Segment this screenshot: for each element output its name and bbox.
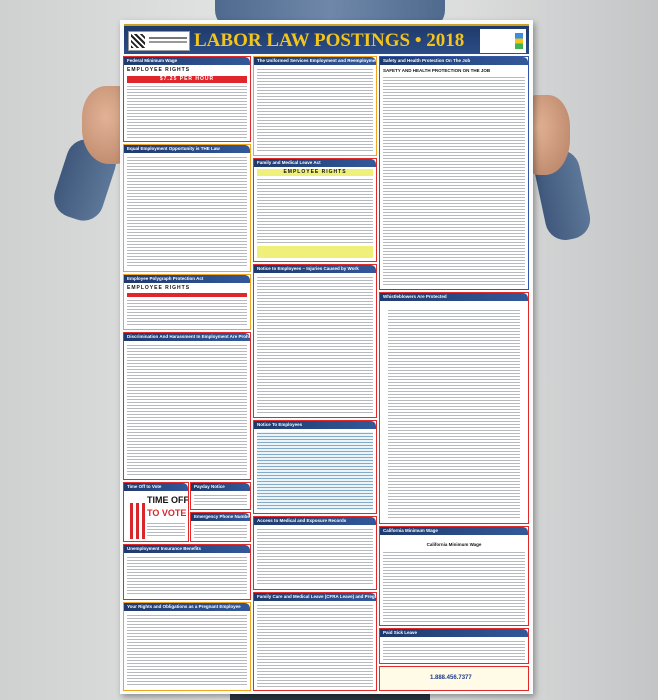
- section-safety-health: Safety and Health Protection On The Job …: [379, 56, 529, 290]
- section-eeo: Equal Employment Opportunity is THE Law: [123, 144, 251, 272]
- section-pregnant-employee: Your Rights and Obligations as a Pregnan…: [123, 602, 251, 691]
- section-medical-records: Access to Medical and Exposure Records: [253, 516, 377, 590]
- section-federal-min-wage: Federal Minimum Wage EMPLOYEE RIGHTS $7.…: [123, 56, 251, 142]
- update-badge: [480, 29, 526, 53]
- section-discrimination: Discrimination And Harassment In Employm…: [123, 332, 251, 480]
- section-userra: The Uniformed Services Employment and Re…: [253, 56, 377, 156]
- poster-header: LABOR LAW POSTINGS • 2018: [124, 24, 529, 54]
- section-emergency-numbers: Emergency Phone Numbers: [190, 512, 251, 542]
- section-polygraph: Employee Polygraph Protection Act EMPLOY…: [123, 274, 251, 330]
- section-cfra: Family Care and Medical Leave (CFRA Leav…: [253, 592, 377, 691]
- section-payday-notice: Payday Notice: [190, 482, 251, 510]
- section-unemployment: Unemployment Insurance Benefits: [123, 544, 251, 600]
- section-injuries-notice: Notice to Employees – Injuries Caused by…: [253, 264, 377, 418]
- labor-law-poster: LABOR LAW POSTINGS • 2018 Federal Minimu…: [120, 20, 533, 694]
- section-ca-min-wage: California Minimum Wage California Minim…: [379, 526, 529, 626]
- phone-number: 1.888.456.7377: [430, 675, 472, 681]
- section-fmla: Family and Medical Leave Act EMPLOYEE RI…: [253, 158, 377, 262]
- poster-footer: 1.888.456.7377: [379, 666, 529, 691]
- section-notice-to-employees: Notice To Employees: [253, 420, 377, 514]
- section-time-off-to-vote: Time Off to Vote TIME OFF TO VOTE: [123, 482, 189, 542]
- qr-code-label: [128, 31, 190, 51]
- poster-title: LABOR LAW POSTINGS • 2018: [194, 30, 465, 51]
- section-whistleblowers: Whistleblowers Are Protected: [379, 292, 529, 524]
- section-paid-sick-leave: Paid Sick Leave: [379, 628, 529, 664]
